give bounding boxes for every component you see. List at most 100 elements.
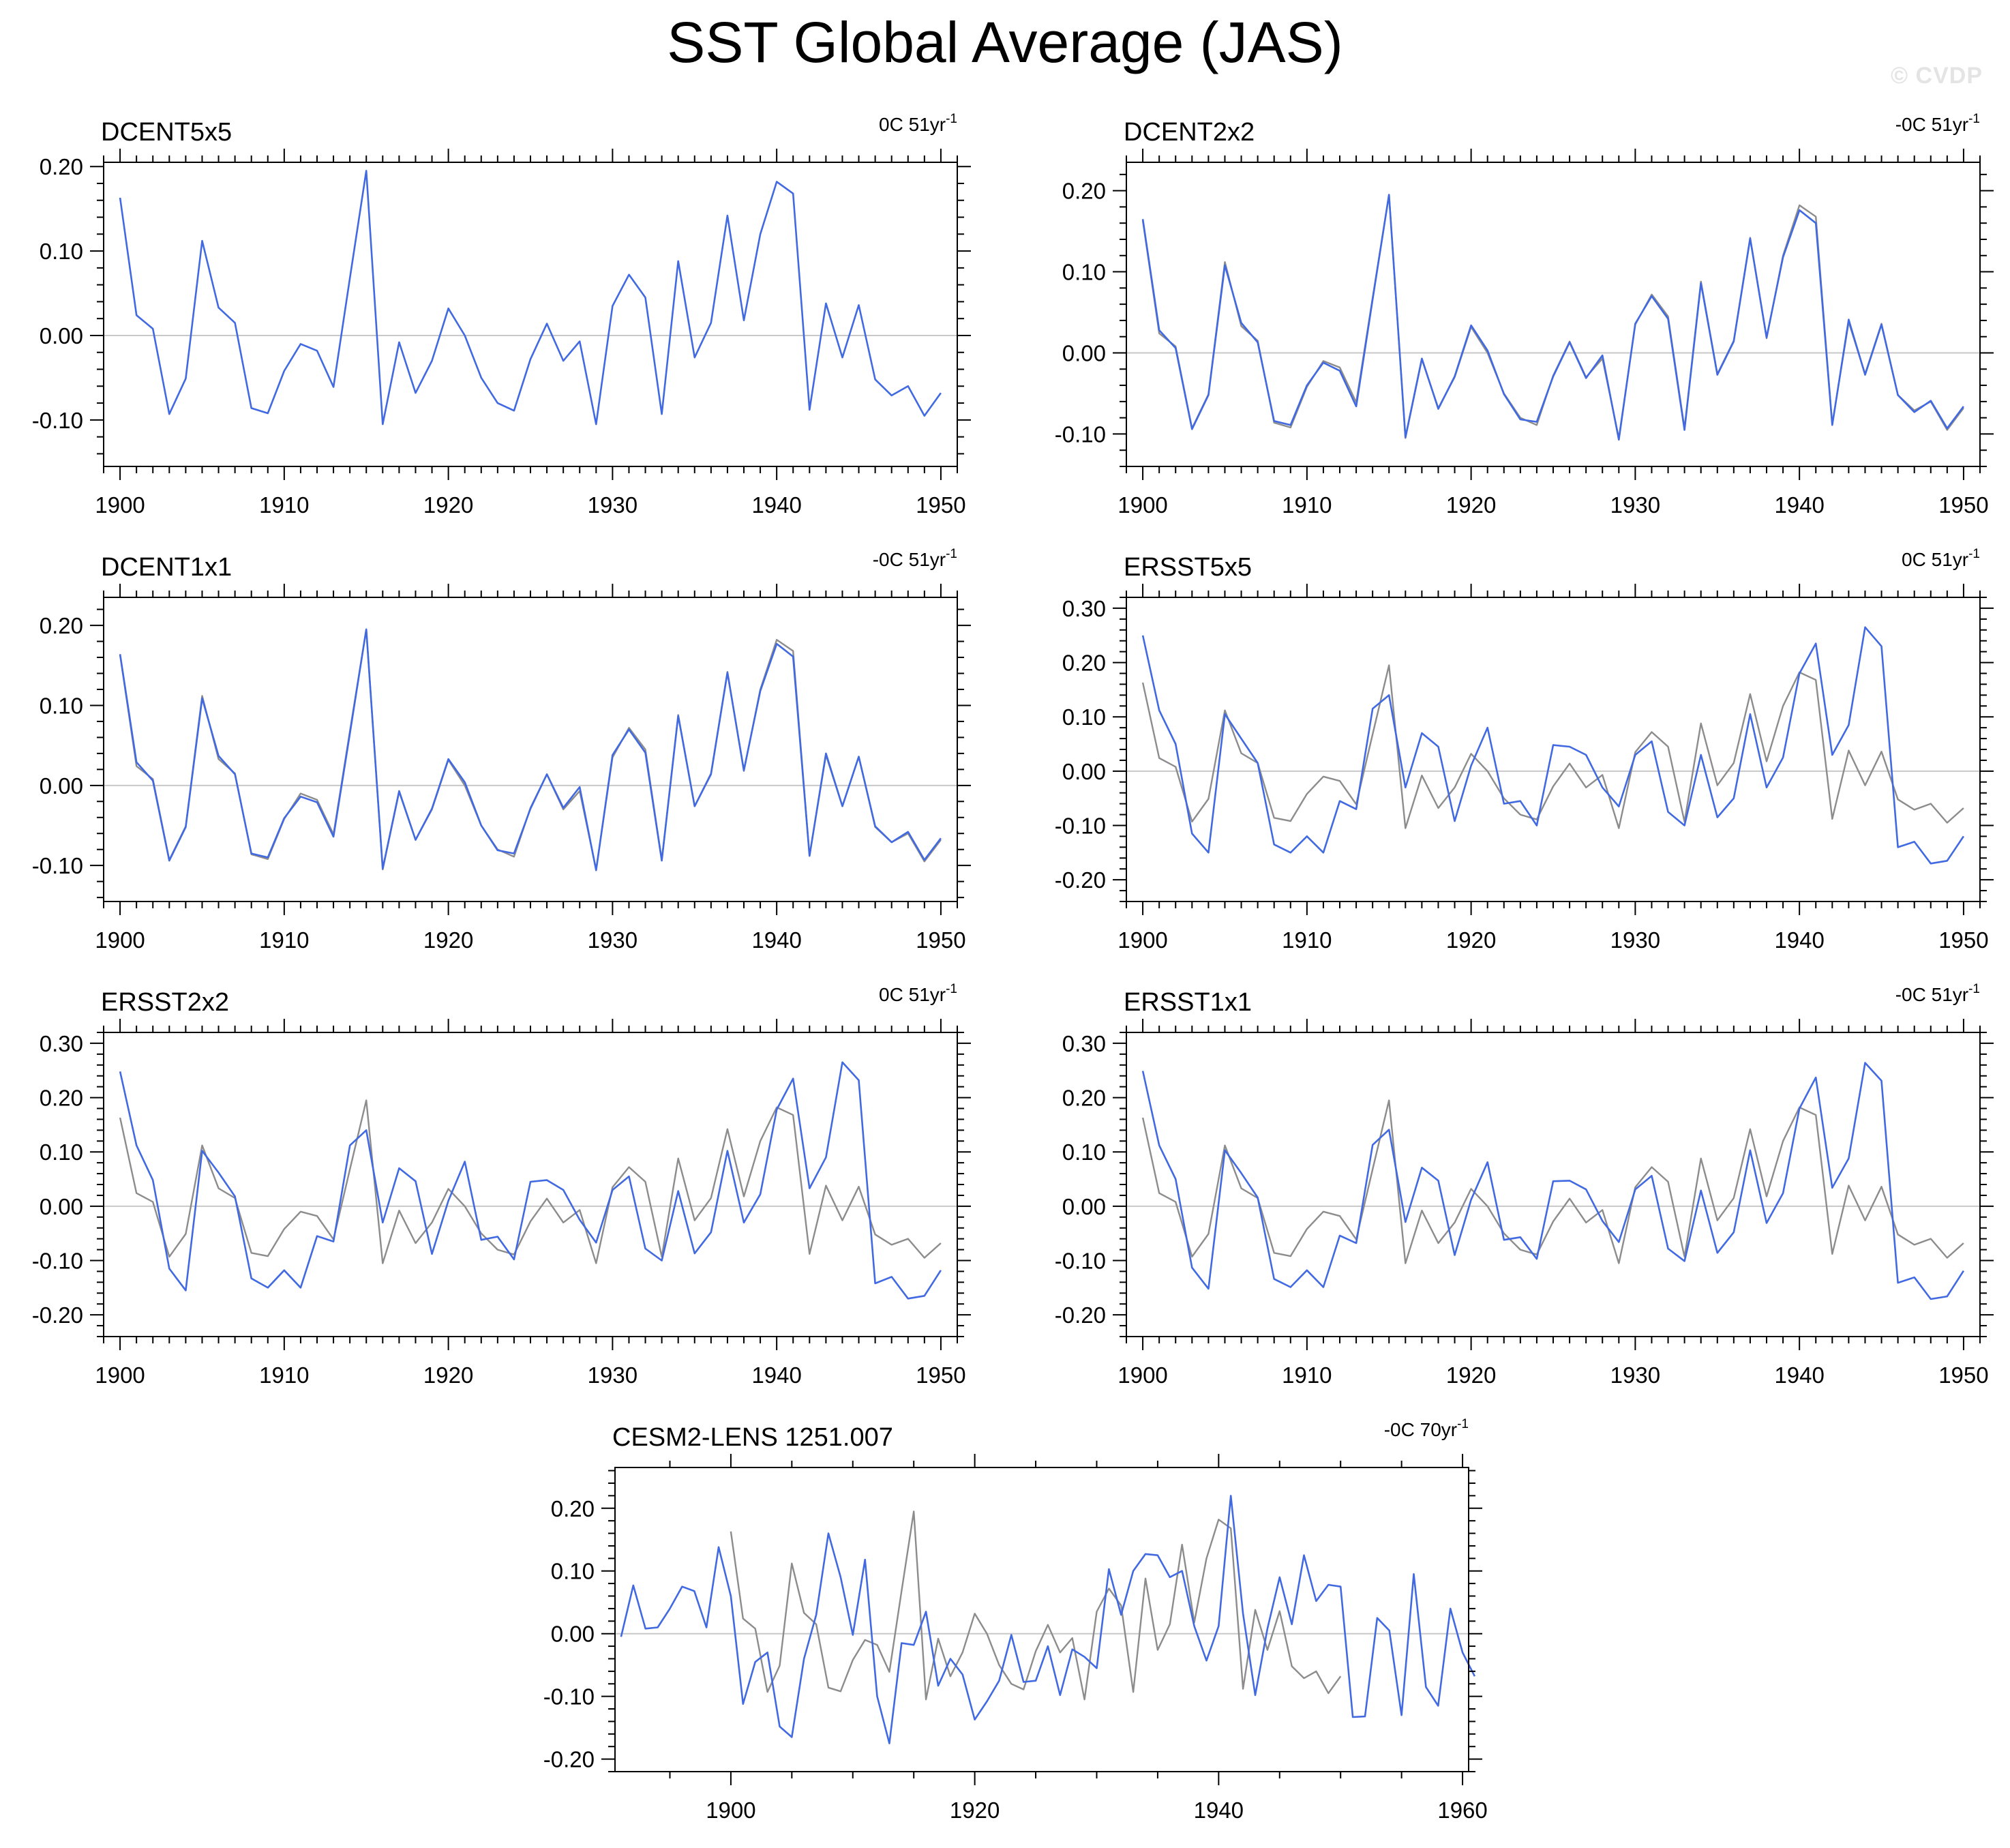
- y-tick-label: -0.10: [543, 1684, 595, 1710]
- plot-frame: [103, 597, 958, 902]
- x-tick-label: 1950: [916, 1362, 965, 1388]
- x-tick-label: 1900: [95, 492, 145, 518]
- trend-exponent: -1: [946, 112, 957, 126]
- chart-panel-4: 1900 1910 1920 1930 1940 1950 -0.20 -0.10 0.00 0.…: [1055, 547, 1994, 953]
- x-tick-label: 1940: [1774, 927, 1824, 953]
- trend-value: 0C 51yr: [879, 984, 946, 1005]
- trend-value: -0C 51yr: [1895, 114, 1968, 135]
- x-tick-label: 1950: [916, 927, 965, 953]
- y-tick-label: -0.20: [32, 1302, 83, 1328]
- series-line-main: [620, 1495, 1476, 1744]
- trend-exponent: -1: [1968, 547, 1980, 561]
- y-tick-label: 0.00: [40, 323, 83, 348]
- y-tick-label: 0.20: [1062, 651, 1106, 676]
- panel-title: DCENT5x5: [101, 118, 232, 147]
- chart-panel-7: 1900 1920 1940 1960 -0.20 -0.10 0.00 0.10 0.20 CE…: [543, 1417, 1488, 1823]
- y-tick-label: 0.10: [40, 1139, 83, 1165]
- trend-label: -0C 51yr-1: [1895, 112, 1980, 135]
- series-line-reference: [119, 628, 942, 871]
- y-tick-label: 0.20: [40, 1086, 83, 1111]
- x-tick-label: 1920: [423, 492, 473, 518]
- y-tick-label: 0.00: [1062, 759, 1106, 784]
- series-line-main: [1141, 194, 1964, 441]
- x-tick-label: 1930: [1610, 1362, 1660, 1388]
- panel-title: ERSST5x5: [1124, 553, 1252, 582]
- y-tick-label: -0.10: [32, 853, 83, 878]
- y-tick-label: 0.00: [40, 1194, 83, 1219]
- panel-title: CESM2-LENS 1251.007: [612, 1423, 893, 1452]
- y-tick-label: 0.30: [1062, 596, 1106, 621]
- panel-title: ERSST1x1: [1124, 988, 1252, 1017]
- x-tick-label: 1920: [1446, 1362, 1496, 1388]
- x-tick-label: 1920: [423, 1362, 473, 1388]
- panel-title: DCENT1x1: [101, 553, 232, 582]
- y-tick-label: -0.10: [32, 1249, 83, 1274]
- x-tick-label: 1950: [1938, 492, 1988, 518]
- trend-label: -0C 51yr-1: [873, 547, 957, 570]
- series-line-reference: [1141, 1099, 1964, 1264]
- x-tick-label: 1930: [1610, 927, 1660, 953]
- x-tick-label: 1930: [588, 927, 638, 953]
- series-line-reference: [1141, 664, 1964, 829]
- y-tick-label: -0.20: [1055, 1302, 1106, 1328]
- series-line-main: [119, 1061, 942, 1300]
- trend-exponent: -1: [1968, 112, 1980, 126]
- y-tick-label: 0.20: [1062, 179, 1106, 204]
- chart-panel-5: 1900 1910 1920 1930 1940 1950 -0.20 -0.10 0.00 0.…: [32, 982, 971, 1388]
- panel-title: ERSST2x2: [101, 988, 229, 1017]
- y-tick-label: 0.20: [1062, 1086, 1106, 1111]
- y-tick-label: 0.10: [1062, 704, 1106, 730]
- x-tick-label: 1950: [1938, 1362, 1988, 1388]
- x-tick-label: 1920: [950, 1798, 1000, 1823]
- x-tick-label: 1940: [751, 492, 801, 518]
- x-tick-label: 1910: [259, 492, 309, 518]
- y-tick-label: 0.00: [40, 773, 83, 799]
- x-tick-label: 1940: [1774, 492, 1824, 518]
- y-tick-label: 0.10: [40, 239, 83, 264]
- figure-title: SST Global Average (JAS): [667, 10, 1343, 74]
- chart-panel-6: 1900 1910 1920 1930 1940 1950 -0.20 -0.10 0.00 0.…: [1055, 982, 1994, 1388]
- trend-exponent: -1: [946, 982, 957, 996]
- trend-value: 0C 51yr: [879, 114, 946, 135]
- y-tick-label: 0.10: [1062, 1139, 1106, 1165]
- chart-panel-2: 1900 1910 1920 1930 1940 1950 -0.10 0.00 0.10 0.2…: [1055, 112, 1994, 518]
- x-tick-label: 1960: [1437, 1798, 1487, 1823]
- y-tick-label: 0.30: [40, 1031, 83, 1056]
- x-tick-label: 1930: [1610, 492, 1660, 518]
- y-tick-label: 0.00: [1062, 1194, 1106, 1219]
- y-tick-label: 0.30: [1062, 1031, 1106, 1056]
- x-tick-label: 1900: [706, 1798, 755, 1823]
- series-line-main: [119, 628, 942, 871]
- x-tick-label: 1940: [751, 927, 801, 953]
- series-line-main: [119, 170, 942, 426]
- x-tick-label: 1920: [423, 927, 473, 953]
- y-tick-label: -0.20: [1055, 867, 1106, 893]
- y-tick-label: -0.10: [1055, 1249, 1106, 1274]
- y-tick-label: -0.10: [1055, 814, 1106, 839]
- plot-frame: [1126, 162, 1981, 467]
- x-tick-label: 1950: [916, 492, 965, 518]
- y-tick-label: 0.20: [40, 154, 83, 179]
- y-tick-label: -0.10: [1055, 421, 1106, 447]
- chart-panel-1: 1900 1910 1920 1930 1940 1950 -0.10 0.00 0.10 0.2…: [32, 112, 971, 518]
- trend-value: 0C 51yr: [1902, 549, 1968, 570]
- x-tick-label: 1910: [259, 1362, 309, 1388]
- trend-exponent: -1: [946, 547, 957, 561]
- trend-value: -0C 70yr: [1384, 1419, 1457, 1440]
- trend-label: -0C 51yr-1: [1895, 982, 1980, 1005]
- x-tick-label: 1920: [1446, 927, 1496, 953]
- x-tick-label: 1930: [588, 1362, 638, 1388]
- y-tick-label: -0.20: [543, 1747, 595, 1772]
- x-tick-label: 1900: [95, 927, 145, 953]
- x-tick-label: 1900: [1118, 927, 1167, 953]
- trend-label: 0C 51yr-1: [879, 982, 957, 1005]
- series-line-main: [1141, 1062, 1964, 1300]
- series-line-reference: [1141, 194, 1964, 439]
- y-tick-label: 0.10: [551, 1559, 595, 1584]
- x-tick-label: 1940: [1194, 1798, 1244, 1823]
- x-tick-label: 1900: [95, 1362, 145, 1388]
- x-tick-label: 1940: [751, 1362, 801, 1388]
- y-tick-label: 0.20: [551, 1496, 595, 1521]
- x-tick-label: 1920: [1446, 492, 1496, 518]
